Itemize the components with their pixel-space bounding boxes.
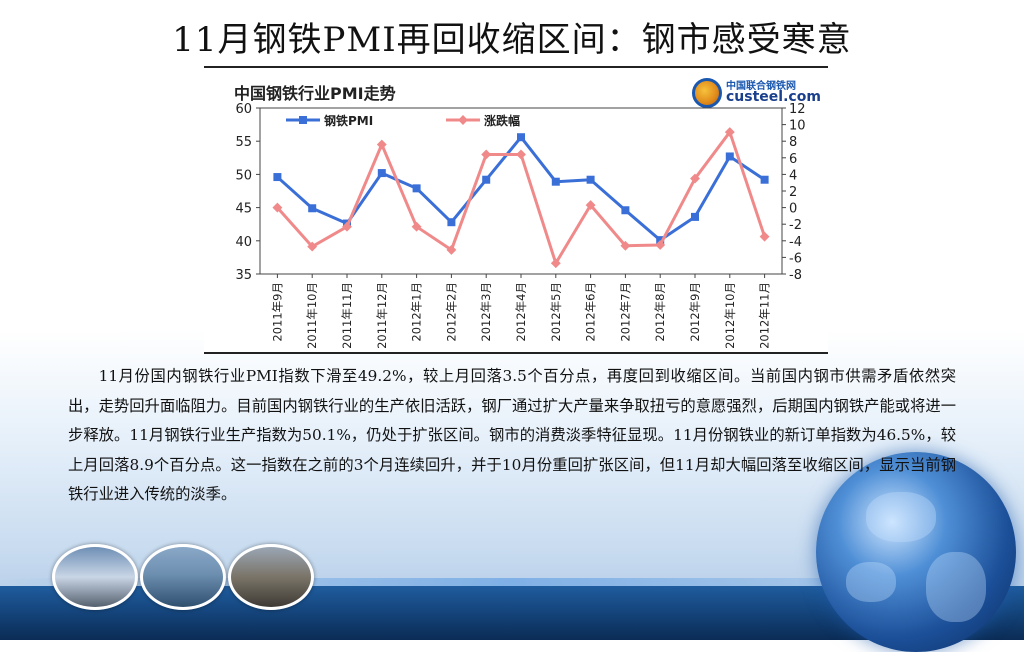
change-data-point (655, 240, 666, 250)
change-data-point (585, 200, 596, 211)
pmi-data-point (377, 169, 386, 178)
left-axis-tick-label: 60 (235, 102, 252, 117)
pmi-data-point (273, 173, 282, 182)
page-title: 11月钢铁PMI再回收缩区间：钢市感受寒意 (172, 20, 852, 60)
left-axis-tick-label: 35 (235, 268, 252, 283)
logo-en-text: custeel.com (726, 89, 821, 105)
left-axis-tick-label: 50 (235, 168, 252, 183)
train-photo (228, 544, 314, 610)
right-axis-tick-label: 4 (789, 168, 797, 183)
x-axis-category-label: 2012年5月 (549, 282, 563, 342)
right-axis-tick-label: -6 (789, 251, 802, 266)
ship-photo (140, 544, 226, 610)
logo-cn-text: 中国联合钢铁网 (726, 81, 796, 92)
right-axis-tick-label: -8 (789, 268, 802, 283)
pmi-data-point (760, 175, 769, 184)
pmi-data-point (482, 175, 491, 184)
change-data-point (759, 231, 770, 242)
x-axis-category-label: 2012年1月 (410, 282, 424, 342)
pmi-data-point (447, 218, 456, 227)
left-axis-tick-label: 40 (235, 235, 252, 250)
change-data-point (272, 202, 283, 213)
pmi-data-point (586, 175, 595, 184)
change-data-point (620, 240, 631, 251)
legend-marker (458, 115, 468, 125)
custeel-logo: 中国联合钢铁网 custeel.com (692, 76, 826, 110)
right-axis-tick-label: 10 (789, 119, 806, 134)
pmi-line-chart: 60 55 50 45 40 35 12 108 64 2 0-2 -4-6 -8 2011年9月 2011… (235, 102, 806, 349)
x-axis-category-label: 2011年12月 (375, 282, 389, 349)
pmi-data-point (691, 212, 699, 221)
change-data-point (342, 221, 352, 232)
change-data-point (550, 258, 561, 269)
x-axis-category-label: 2012年8月 (653, 282, 667, 342)
chart-panel: 中国钢铁行业PMI走势 中国联合钢铁网 custeel.com 60 55 50 45… (204, 66, 828, 354)
change-data-point (411, 221, 422, 232)
x-axis-category-label: 2011年11月 (340, 282, 354, 349)
left-axis-tick-label: 45 (235, 202, 252, 217)
change-data-point (724, 127, 735, 138)
legend-entry-label: 涨跌幅 (484, 113, 520, 128)
right-axis-tick-label: 8 (789, 135, 797, 150)
pmi-data-point (621, 206, 630, 215)
pmi-data-point (725, 152, 734, 161)
chart-title: 中国钢铁行业PMI走势 (234, 84, 396, 103)
pmi-data-point (308, 204, 317, 213)
pmi-data-point (517, 133, 525, 142)
right-axis-tick-label: 12 (789, 102, 806, 117)
x-axis-category-label: 2012年2月 (444, 282, 458, 342)
legend-marker (299, 116, 307, 124)
legend-entry-label: 钢铁PMI (324, 113, 373, 128)
x-axis-category-label: 2012年3月 (479, 282, 493, 342)
right-axis-tick-label: -2 (789, 218, 802, 233)
truck-photo (52, 544, 138, 610)
globe-image (816, 452, 1016, 652)
bottom-glow (0, 578, 1024, 588)
x-axis-category-label: 2012年6月 (584, 282, 598, 342)
change-data-point (307, 241, 318, 252)
left-axis-tick-label: 55 (235, 135, 252, 150)
change-data-point (376, 139, 387, 150)
x-axis-category-label: 2011年10月 (305, 282, 319, 349)
right-axis-tick-label: -4 (789, 235, 802, 250)
x-axis-category-label: 2011年9月 (270, 282, 284, 342)
plot-frame (259, 107, 783, 275)
x-axis-category-label: 2012年4月 (514, 282, 528, 342)
change-data-point (481, 149, 492, 160)
custeel-logo-icon (692, 78, 722, 108)
right-axis-tick-label: 6 (789, 152, 797, 167)
right-axis-tick-label: 2 (789, 185, 797, 200)
x-axis-category-label: 2012年9月 (688, 282, 702, 342)
x-axis-category-label: 2012年7月 (618, 282, 632, 342)
right-axis-tick-label: 0 (789, 202, 797, 217)
x-axis-category-label: 2012年11月 (758, 282, 772, 349)
x-axis-category-label: 2012年10月 (723, 282, 737, 349)
pmi-data-point (412, 184, 421, 193)
pmi-data-point (551, 177, 560, 186)
change-data-point (516, 149, 526, 160)
change-data-point (690, 173, 700, 184)
analysis-paragraph: 11月份国内钢铁行业PMI指数下滑至49.2%，较上月回落3.5个百分点，再度回… (68, 367, 956, 503)
change-data-point (446, 244, 457, 255)
